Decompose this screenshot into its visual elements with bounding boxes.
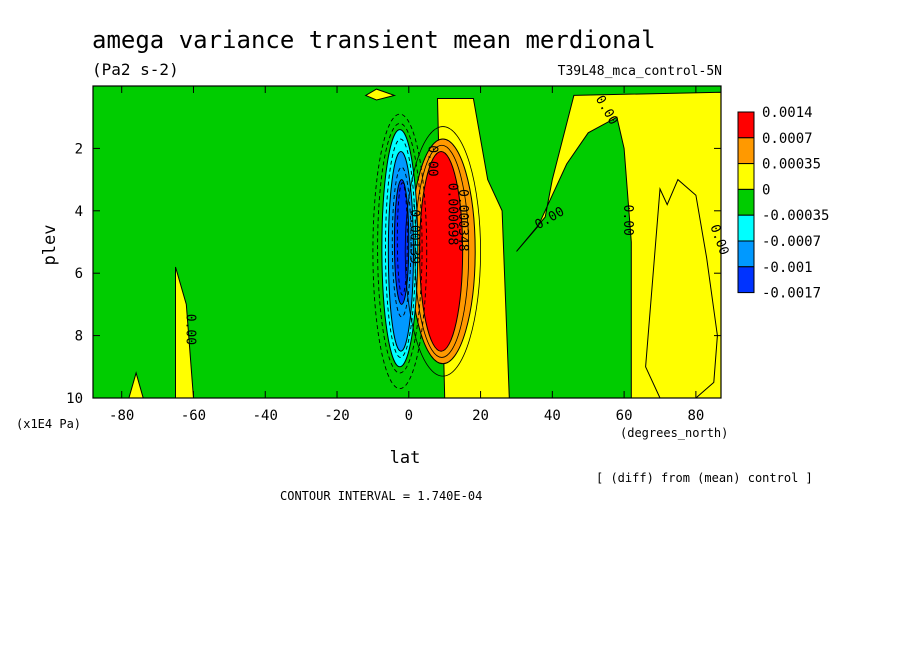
contour-line-negative [377,122,423,374]
x-tick-label: 20 [472,408,489,424]
y-tick-label: 6 [75,266,83,282]
y-tick-label: 2 [75,141,83,157]
legend-label: -0.0017 [762,286,821,302]
contour-region-pos-low [364,88,397,101]
x-tick-label: -60 [181,408,206,424]
legend-label: -0.001 [762,260,813,276]
x-tick-label: 40 [544,408,561,424]
contour-label: -0.00139 [407,201,422,264]
contour-label: 0.00 [620,205,635,236]
contour-label: 0.00 [425,145,440,176]
legend-label: 0.00035 [762,157,821,173]
diff-note: [ (diff) from (mean) control ] [596,471,813,485]
x-tick-label: -40 [253,408,278,424]
run-label: T39L48_mca_control-5N [558,64,722,79]
contour-line-positive [404,126,481,377]
contour-label: 0.000348 [455,189,470,252]
contour-line-negative [391,166,412,318]
legend-swatch [737,188,755,216]
x-tick-label: 60 [616,408,633,424]
legend-swatch [737,214,755,242]
chart-title: amega variance transient mean merdional [92,26,656,54]
x-tick-label: -80 [109,408,134,424]
contour-label: 0.000698 [444,183,459,246]
legend-swatch [737,240,755,268]
contour-region-pos-low [645,178,718,398]
y-axis-label: plev [40,225,60,266]
contour-line-positive [414,144,470,358]
plot-frame [92,85,722,399]
y-axis-units: (x1E4 Pa) [16,417,81,431]
legend-label: 0.0007 [762,131,813,147]
legend-swatch [737,266,755,294]
y-tick-label: 10 [66,391,83,407]
legend-label: -0.0007 [762,234,821,250]
color-legend: 0.0014 0.0007 0.00035 0 -0.00035 -0.0007 -0.00… [737,105,829,302]
x-axis-label: lat [390,448,421,468]
legend-label: 0 [762,182,770,198]
plot-area [93,86,721,398]
contour-line-negative [385,138,417,358]
legend-label: -0.00035 [762,208,829,224]
contour-line-negative [396,182,408,296]
contour-line-negative [372,113,428,390]
legend-swatch [737,163,755,190]
contour-interval: CONTOUR INTERVAL = 1.740E-04 [280,489,482,503]
y-tick-label: 8 [75,329,83,345]
x-tick-label: -20 [324,408,349,424]
contour-label: 0.00 [182,314,197,345]
chart-units: (Pa2 s-2) [92,60,179,79]
contour-region-pos-high [419,151,464,352]
y-tick-label: 4 [75,204,83,220]
x-axis-units: (degrees_north) [620,426,728,440]
contour-region-pos-low [175,266,195,398]
contour-region-pos-low [128,371,144,398]
x-tick-label: 0 [405,408,413,424]
legend-swatch [737,137,755,165]
axes: -80 -60 -40 -20 0 20 40 60 80 2 4 6 8 10 [66,85,722,424]
legend-label: 0.0014 [762,105,813,121]
legend-swatch [737,111,755,139]
x-tick-label: 80 [687,408,704,424]
